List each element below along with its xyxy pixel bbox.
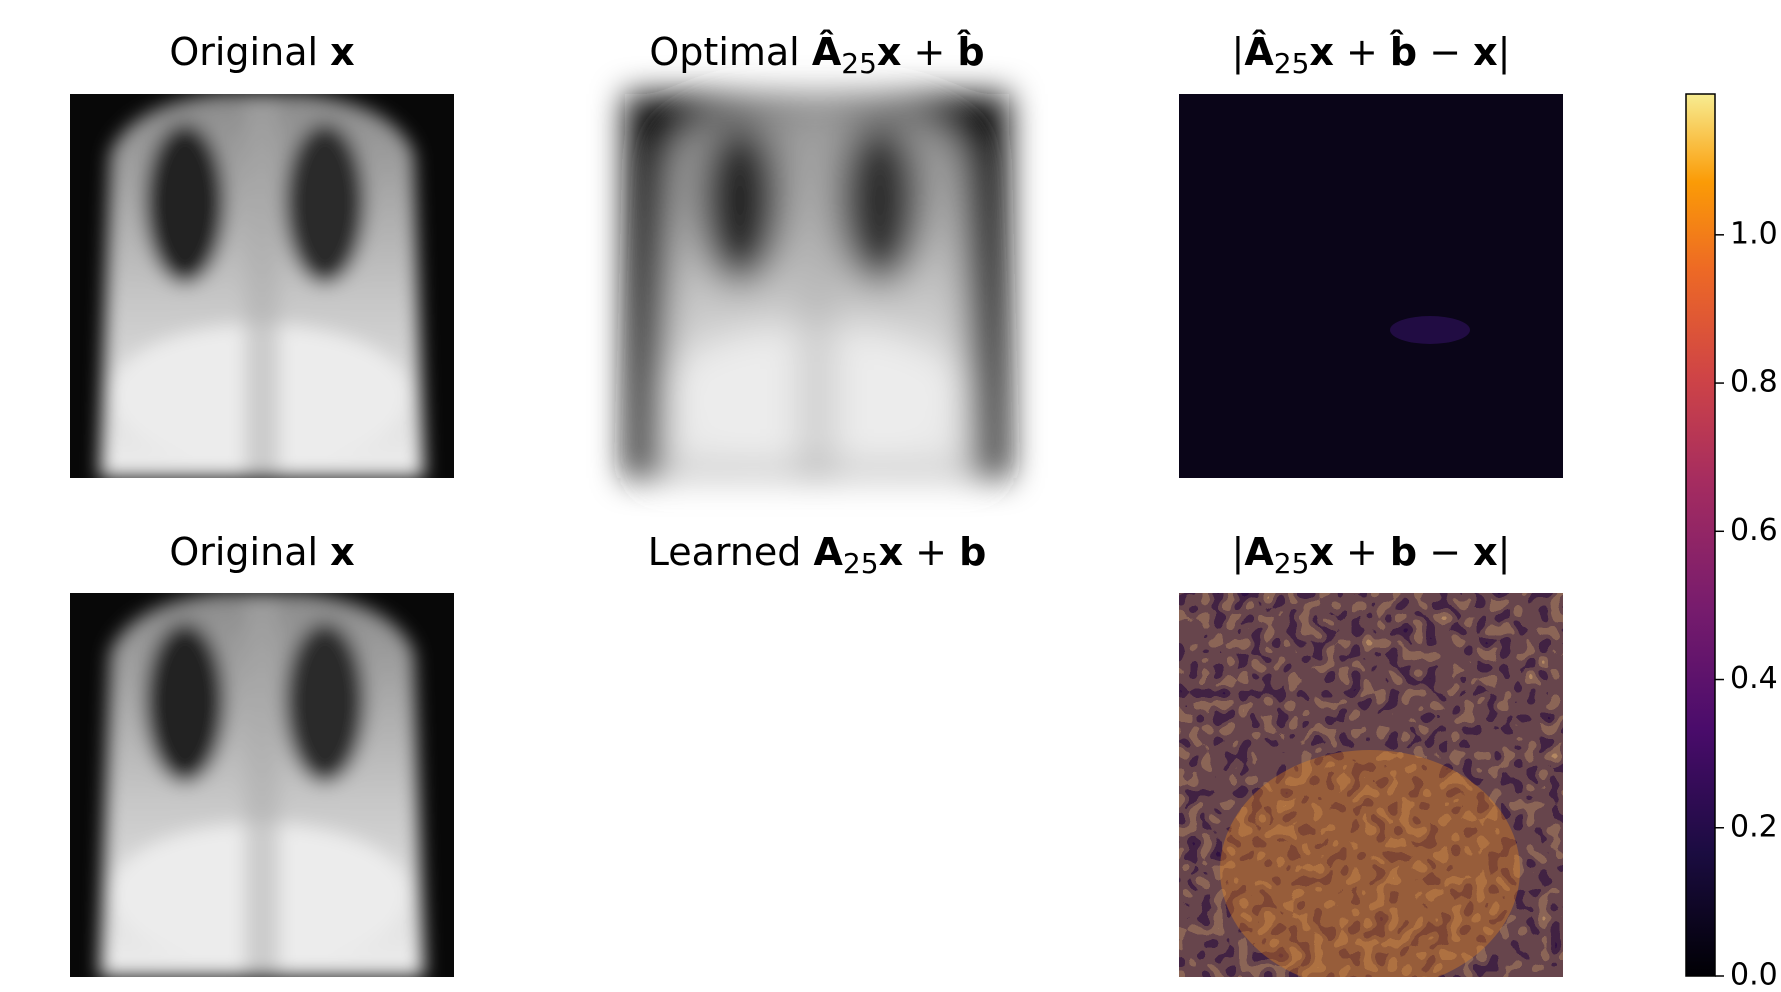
tick-label: 0.0 <box>1730 958 1778 992</box>
image <box>625 593 1009 977</box>
title-part: x <box>879 530 904 574</box>
image <box>625 94 1009 478</box>
colorbar-gradient <box>1686 94 1715 976</box>
title-part: x <box>330 530 355 574</box>
image-detail <box>1390 316 1470 344</box>
title-part: Optimal <box>649 30 811 74</box>
tick-label: 0.6 <box>1730 513 1778 548</box>
figure: Original xOptimal Â25x + b̂|Â25x + b̂ … <box>0 0 1781 992</box>
panel-title: Original x <box>169 30 354 74</box>
tick-label: 1.0 <box>1730 216 1778 251</box>
image <box>1179 94 1563 478</box>
title-part: Learned <box>648 530 814 574</box>
title-part: x <box>1473 530 1498 574</box>
panel-title: |Â25x + b̂ − x| <box>1232 30 1511 80</box>
title-part: x <box>330 30 355 74</box>
title-part: b̂ <box>1389 30 1417 74</box>
title-part: A <box>814 530 844 574</box>
panel-title: Learned A25x + b <box>648 530 987 580</box>
title-part: | <box>1498 30 1511 75</box>
tick-label: 0.2 <box>1730 809 1778 844</box>
title-part: b̂ <box>957 30 985 74</box>
title-part: Â <box>812 30 842 74</box>
title-part: + <box>901 30 957 74</box>
title-part: Original <box>169 530 330 574</box>
colorbar: 0.0 0.2 0.4 0.6 0.8 1.0 <box>1686 94 1778 992</box>
title-part: Original <box>169 30 330 74</box>
title-part: 25 <box>841 47 877 80</box>
title-part: A <box>1244 530 1274 574</box>
title-part: | <box>1232 30 1245 75</box>
title-part: x <box>877 30 902 74</box>
panel-title: Original x <box>169 530 354 574</box>
title-part: x <box>1309 530 1334 574</box>
title-part: 25 <box>843 547 879 580</box>
title-part: + <box>1334 530 1390 574</box>
title-part: + <box>1334 30 1390 74</box>
title-part: − <box>1417 30 1473 74</box>
tick-label: 0.4 <box>1730 661 1778 696</box>
panel-title: |A25x + b − x| <box>1232 530 1511 580</box>
image <box>70 94 454 478</box>
title-part: Â <box>1244 30 1274 74</box>
title-part: b <box>959 530 986 574</box>
title-part: − <box>1417 530 1473 574</box>
title-part: | <box>1498 530 1511 575</box>
image <box>70 593 454 977</box>
title-part: b <box>1390 530 1417 574</box>
panel-title: Optimal Â25x + b̂ <box>649 30 984 80</box>
title-part: x <box>1473 30 1498 74</box>
title-part: + <box>903 530 959 574</box>
title-part: 25 <box>1274 47 1310 80</box>
image <box>1179 593 1563 990</box>
title-part: | <box>1232 530 1245 575</box>
title-part: 25 <box>1274 547 1310 580</box>
title-part: x <box>1309 30 1334 74</box>
tick-label: 0.8 <box>1730 365 1778 400</box>
